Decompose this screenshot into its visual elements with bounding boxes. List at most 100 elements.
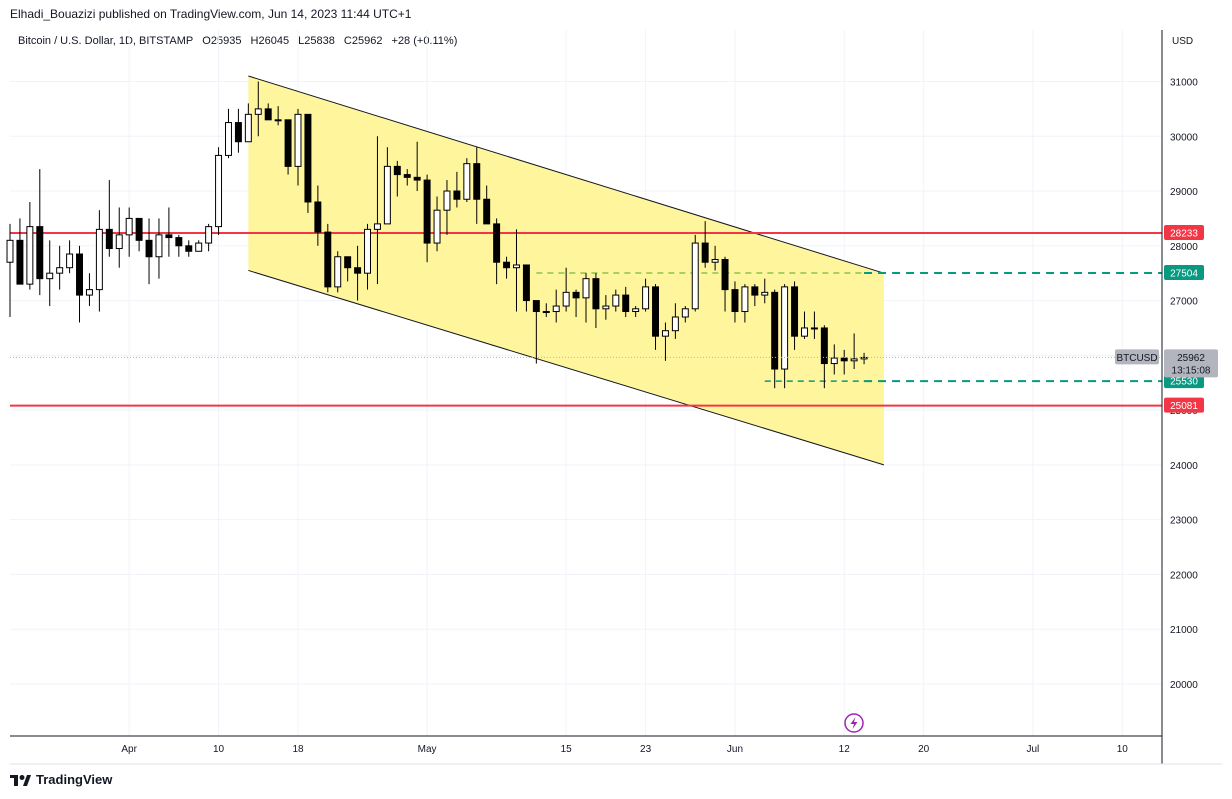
candle [840,349,848,375]
candle-body [562,291,570,307]
candle-body [105,228,113,250]
candle [771,289,779,389]
legend-title: Bitcoin / U.S. Dollar, 1D, BITSTAMP [18,35,194,47]
candle [791,281,799,350]
candle [731,281,739,323]
candle-body [284,119,292,167]
channel-upper-line [248,75,885,274]
candle [532,300,540,364]
candle [661,322,669,361]
candle [393,160,401,197]
candle-body [761,291,769,296]
candle [105,180,113,257]
candle-body [56,267,64,274]
candle [234,108,242,153]
candle [721,256,729,312]
candle-body [850,358,858,362]
candle-body [95,228,103,291]
x-tick-label: 10 [1117,744,1129,755]
candle-body [781,286,789,370]
candle [820,325,828,389]
lightning-icon[interactable] [844,713,864,733]
candle [115,207,123,268]
candle-body [324,231,332,288]
candle-body [165,234,173,239]
candle [483,185,491,225]
candle-body [820,327,828,365]
candle-body [791,286,799,337]
candle [850,333,858,370]
y-tick-label: 23000 [1170,516,1198,527]
candle [830,344,838,375]
candle-body [85,289,93,296]
candle-body [741,286,749,313]
candles [6,81,868,389]
candle [801,311,808,339]
candle [711,245,719,271]
candle-body [76,253,83,296]
candle [354,245,362,301]
candle-body [175,237,183,247]
candle [741,284,749,323]
candle [185,240,193,257]
candle-body [542,311,550,314]
price-tag-bg [1164,397,1204,413]
candle [125,207,133,257]
candle-body [572,291,580,299]
candle [592,273,600,328]
symbol-tag-label: BTCUSD [1116,353,1157,364]
candle-body [354,267,362,274]
candle-body [6,239,14,263]
price-tag-bg [1164,264,1204,280]
candle-body [522,264,530,302]
candle [781,284,789,389]
candle-body [155,234,163,258]
candle-body [701,242,709,263]
candle-body [860,356,868,360]
chart-grid [10,30,1162,736]
candle [542,303,550,318]
candle [56,245,64,290]
legend-change: +28 (+0.11%) [391,35,458,47]
candle-body [810,327,818,330]
candle [612,289,620,312]
candle [373,136,381,285]
y-tick-label: 29000 [1170,187,1198,198]
candle [76,245,83,323]
candle-body [463,163,471,200]
candle [26,201,34,290]
candle-body [443,190,451,211]
tradingview-brand[interactable]: TradingView [10,772,112,787]
y-tick-label: 21000 [1170,625,1198,636]
candle [85,273,93,307]
price-tag-label: 27504 [1170,268,1198,279]
candle-body [830,357,838,365]
candle-body [503,261,511,269]
candle [304,113,312,213]
candle-body [26,226,34,285]
candle-body [801,327,808,337]
x-tick-label: 20 [918,744,930,755]
candle-body [254,108,262,115]
candle-body [264,108,272,121]
candle-body [751,286,759,296]
candle [344,256,352,282]
candle [562,267,570,312]
candle-body [215,154,223,228]
candle [274,106,282,126]
candle-body [16,239,24,285]
symbol-tag-bg [1115,349,1159,365]
price-tag-bg [1164,225,1204,241]
symbol-legend: Bitcoin / U.S. Dollar, 1D, BITSTAMP O259… [18,35,463,47]
candle-body [532,300,540,313]
x-tick-label: Apr [121,744,137,755]
candle [95,210,103,312]
candle-body [453,190,461,200]
candle-body [244,113,252,143]
candle [314,185,322,246]
candle [622,286,630,318]
candle [284,119,292,175]
candle-body [373,223,381,230]
